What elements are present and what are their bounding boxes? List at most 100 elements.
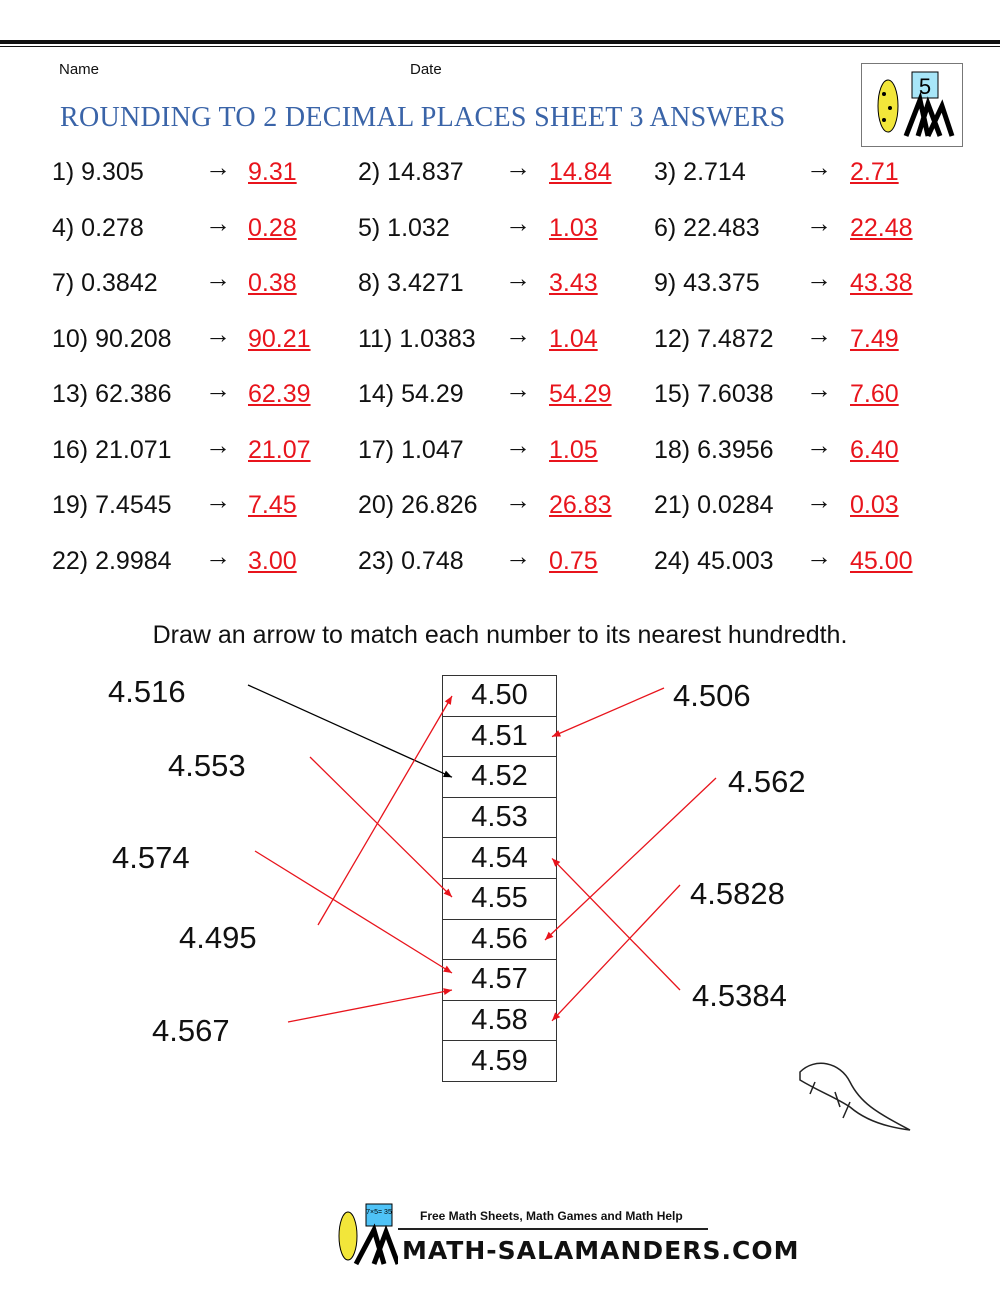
footer-logo-sum: 7×5= 35 <box>366 1209 392 1216</box>
arrow-right-icon: → <box>205 263 231 293</box>
arrow-right-icon: → <box>806 152 832 182</box>
answer: 7.60 <box>850 380 899 408</box>
arrow-right-icon: → <box>806 374 832 404</box>
arrow-right-icon: → <box>505 263 531 293</box>
arrow-right-icon: → <box>806 540 832 571</box>
top-rule-thin <box>0 46 1000 47</box>
question: 16) 21.071 <box>52 435 172 464</box>
answer: 1.04 <box>549 324 598 353</box>
right-number: 4.562 <box>728 764 806 799</box>
answer: 45.00 <box>850 546 913 575</box>
answer: 0.75 <box>549 546 598 575</box>
answer: 22.48 <box>850 213 913 242</box>
question: 4) 0.278 <box>52 213 144 242</box>
question: 5) 1.032 <box>358 213 450 242</box>
arrowhead-icon <box>545 931 554 940</box>
question: 3) 2.714 <box>654 158 746 186</box>
arrowhead-icon <box>443 770 452 778</box>
answer: 90.21 <box>248 324 311 353</box>
footer-tagline: Free Math Sheets, Math Games and Math He… <box>420 1209 683 1223</box>
hundredth-cell: 4.57 <box>442 959 557 1001</box>
match-line <box>254 850 453 974</box>
hundredth-cell: 4.59 <box>442 1040 557 1082</box>
right-number: 4.5384 <box>692 978 787 1013</box>
arrow-right-icon: → <box>806 485 832 515</box>
question: 24) 45.003 <box>654 546 774 575</box>
name-label: Name <box>59 61 100 78</box>
answer: 54.29 <box>549 380 612 408</box>
hundredth-cell: 4.53 <box>442 796 557 839</box>
left-number: 4.553 <box>168 748 246 783</box>
answer: 3.43 <box>549 269 598 297</box>
answer: 0.28 <box>248 213 297 242</box>
arrow-right-icon: → <box>505 207 531 238</box>
arrow-right-icon: → <box>505 485 531 515</box>
answer: 0.03 <box>850 491 899 519</box>
right-number: 4.5828 <box>690 876 785 911</box>
arrow-right-icon: → <box>205 540 231 571</box>
answer: 43.38 <box>850 269 913 297</box>
date-label: Date <box>410 61 442 78</box>
salamander-drawing-icon <box>799 1062 911 1131</box>
salamander-logo-icon: 5 <box>877 71 955 138</box>
footer-rule <box>398 1228 708 1230</box>
question: 17) 1.047 <box>358 435 464 464</box>
question: 9) 43.375 <box>654 269 760 297</box>
answer: 7.49 <box>850 324 899 353</box>
arrowhead-icon <box>552 1012 561 1021</box>
match-line <box>309 756 453 898</box>
match-line <box>551 857 681 991</box>
hundredth-cell: 4.56 <box>442 918 557 961</box>
footer-logo-icon: 7×5= 35 <box>338 1203 398 1266</box>
arrow-right-icon: → <box>205 429 231 460</box>
arrowhead-icon <box>552 730 561 737</box>
footer-site-name[interactable]: MATH-SALAMANDERS.COM <box>402 1236 800 1265</box>
arrow-right-icon: → <box>205 152 231 182</box>
answer: 21.07 <box>248 435 311 464</box>
arrow-right-icon: → <box>205 318 231 349</box>
question: 7) 0.3842 <box>52 269 158 297</box>
question: 1) 9.305 <box>52 158 144 186</box>
answer: 26.83 <box>549 491 612 519</box>
question: 18) 6.3956 <box>654 435 774 464</box>
answer: 0.38 <box>248 269 297 297</box>
answer: 9.31 <box>248 158 297 186</box>
arrowhead-icon <box>444 696 452 705</box>
match-line <box>317 695 453 926</box>
match-line <box>551 884 681 1022</box>
arrow-right-icon: → <box>205 207 231 238</box>
question: 8) 3.4271 <box>358 269 464 297</box>
hundredth-cell: 4.50 <box>442 675 557 717</box>
arrow-right-icon: → <box>505 429 531 460</box>
question: 2) 14.837 <box>358 158 464 186</box>
arrow-right-icon: → <box>205 374 231 404</box>
question: 20) 26.826 <box>358 491 478 519</box>
answer: 1.03 <box>549 213 598 242</box>
hundredth-cell: 4.51 <box>442 715 557 758</box>
matching-instruction: Draw an arrow to match each number to it… <box>152 621 848 649</box>
question: 15) 7.6038 <box>654 380 774 408</box>
arrow-right-icon: → <box>806 207 832 238</box>
question: 13) 62.386 <box>52 380 172 408</box>
answer: 14.84 <box>549 158 612 186</box>
top-rule <box>0 40 1000 44</box>
left-number: 4.516 <box>108 674 186 709</box>
arrow-right-icon: → <box>806 263 832 293</box>
question: 12) 7.4872 <box>654 324 774 353</box>
question: 22) 2.9984 <box>52 546 172 575</box>
arrow-right-icon: → <box>205 485 231 515</box>
arrow-right-icon: → <box>505 540 531 571</box>
answer: 3.00 <box>248 546 297 575</box>
hundredth-cell: 4.58 <box>442 999 557 1042</box>
question: 23) 0.748 <box>358 546 464 575</box>
answer: 6.40 <box>850 435 899 464</box>
question: 6) 22.483 <box>654 213 760 242</box>
match-line <box>247 684 453 778</box>
right-number: 4.506 <box>673 678 751 713</box>
answer: 7.45 <box>248 491 297 519</box>
page-title: ROUNDING TO 2 DECIMAL PLACES SHEET 3 ANS… <box>60 102 786 133</box>
hundredths-table: 4.50 4.51 4.52 4.53 4.54 4.55 4.56 4.57 4.58 4.59 <box>442 675 557 1082</box>
grade-logo: 5 <box>861 63 963 147</box>
